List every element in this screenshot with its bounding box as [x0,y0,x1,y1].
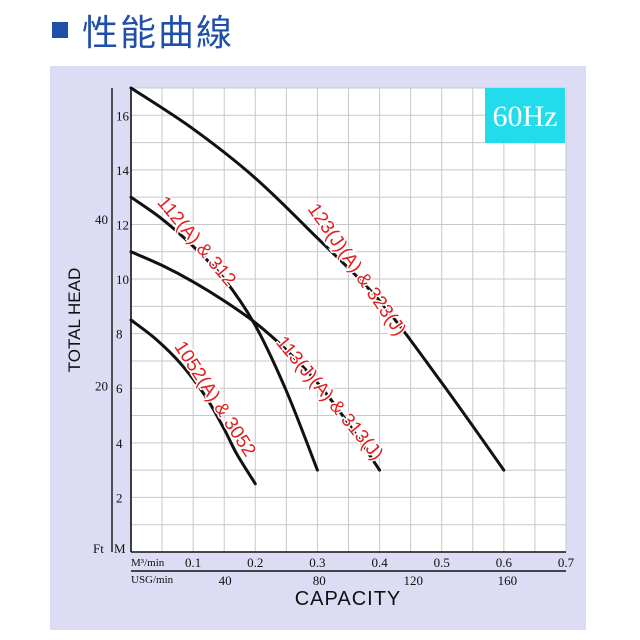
curve-line [129,250,382,472]
x-tick-label: 0.2 [247,555,263,570]
x-tick-label: 0.1 [185,555,201,570]
y-unit-label: M [114,541,126,556]
x-tick-label: 0.7 [558,555,575,570]
y-tick-label: 8 [116,327,123,342]
y-axis-title: TOTAL HEAD [65,268,84,373]
y-tick-label: 2 [116,490,123,505]
square-icon [52,22,68,38]
x-axis-title: CAPACITY [295,588,402,610]
y2-tick-label: 20 [95,379,108,394]
y-tick-label: 14 [116,163,130,178]
section-header: 性能曲線 [52,6,234,54]
x-tick-label: 0.4 [371,555,388,570]
curve-line [129,86,506,472]
curve-line [129,195,319,472]
x-tick-label: 0.5 [434,555,450,570]
x2-tick-label: 80 [313,573,326,588]
y-tick-label: 12 [116,217,129,232]
x2-tick-label: 40 [219,573,232,588]
frequency-label: 60Hz [493,100,558,133]
section-title: 性能曲線 [82,13,235,54]
y2-tick-label: 40 [95,212,108,227]
x2-tick-label: 120 [404,573,424,588]
x2-tick-label: 160 [498,573,518,588]
y-tick-label: 4 [116,436,123,451]
x-tick-label: 0.3 [309,555,325,570]
y-tick-label: 16 [116,108,130,123]
y-tick-label: 6 [116,381,123,396]
frequency-badge [485,88,565,143]
x-tick-label: 0.6 [496,555,513,570]
curve-line [129,318,257,486]
y2-unit-label: Ft [93,541,104,556]
y-tick-label: 10 [116,272,129,287]
x-unit-label: M³/min [131,557,165,569]
x2-unit-label: USG/min [131,574,174,586]
